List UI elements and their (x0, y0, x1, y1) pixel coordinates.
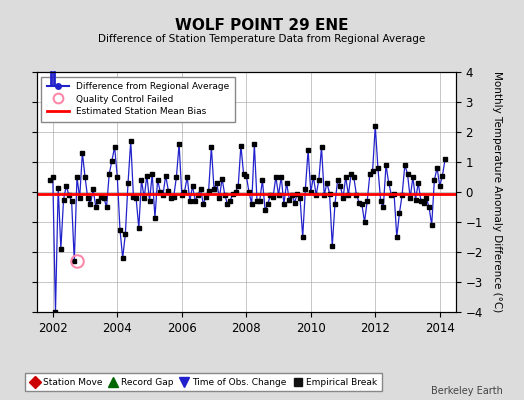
Text: WOLF POINT 29 ENE: WOLF POINT 29 ENE (175, 18, 349, 33)
Y-axis label: Monthly Temperature Anomaly Difference (°C): Monthly Temperature Anomaly Difference (… (493, 71, 503, 313)
Text: Berkeley Earth: Berkeley Earth (431, 386, 503, 396)
Legend: Station Move, Record Gap, Time of Obs. Change, Empirical Break: Station Move, Record Gap, Time of Obs. C… (26, 374, 381, 392)
Legend: Difference from Regional Average, Quality Control Failed, Estimated Station Mean: Difference from Regional Average, Qualit… (41, 76, 235, 122)
Text: Difference of Station Temperature Data from Regional Average: Difference of Station Temperature Data f… (99, 34, 425, 44)
